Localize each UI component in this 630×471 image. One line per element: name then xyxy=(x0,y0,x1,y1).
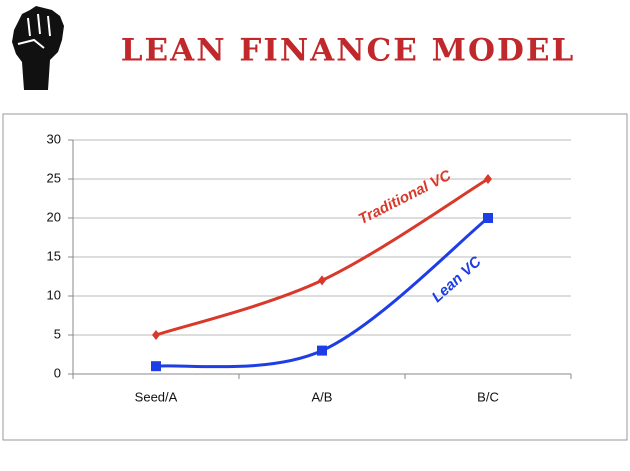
series-label: Traditional VC xyxy=(356,166,455,228)
marker xyxy=(483,213,493,223)
y-tick-label: 5 xyxy=(54,326,61,341)
y-tick-label: 15 xyxy=(47,248,61,263)
y-tick-label: 10 xyxy=(47,287,61,302)
y-tick-label: 0 xyxy=(54,365,61,380)
marker xyxy=(151,361,161,372)
x-tick-label: Seed/A xyxy=(135,389,178,404)
x-tick-label: A/B xyxy=(312,389,333,404)
y-tick-label: 30 xyxy=(47,131,61,146)
fist-icon xyxy=(12,6,64,90)
series-label: Lean VC xyxy=(429,252,486,306)
chart-title: LEAN FINANCE MODEL xyxy=(121,33,576,69)
marker xyxy=(152,330,160,340)
marker xyxy=(317,345,327,356)
y-tick-label: 20 xyxy=(47,209,61,224)
marker xyxy=(484,174,492,184)
x-tick-label: B/C xyxy=(477,389,499,404)
marker xyxy=(318,275,326,286)
chart-frame xyxy=(2,113,628,441)
y-tick-label: 25 xyxy=(47,170,61,185)
